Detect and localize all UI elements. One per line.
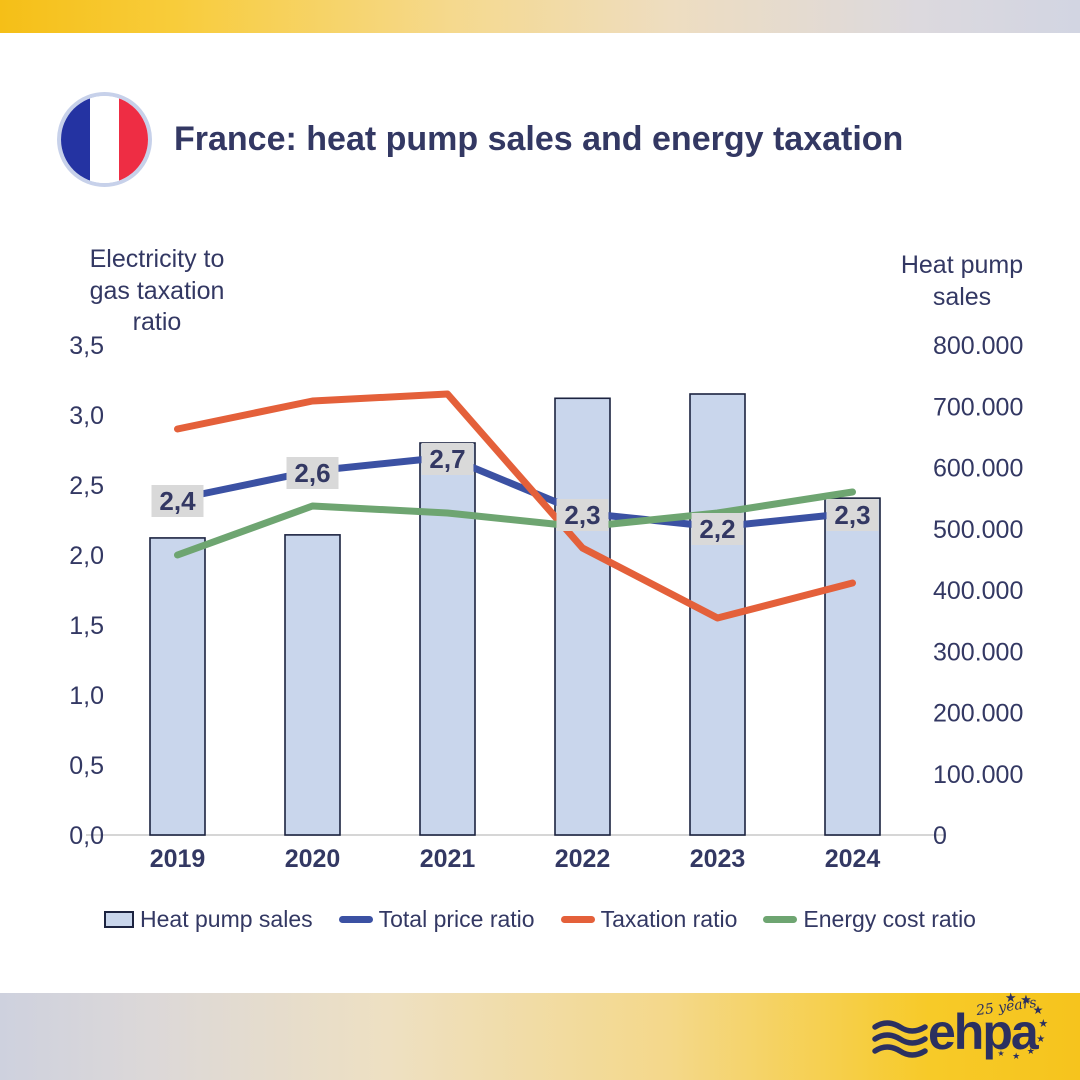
x-axis-label-2019: 2019 [150,845,206,873]
eu-star-icon: ★ [997,1049,1005,1059]
line-energy-cost-ratio [174,488,856,559]
right-axis-tick: 700.000 [933,393,1023,421]
legend-item-taxation-ratio: Taxation ratio [560,906,738,933]
legend-label: Taxation ratio [600,906,738,932]
line-taxation-ratio [174,390,856,622]
x-axis-label-2023: 2023 [690,845,746,873]
legend-item-energy-cost-ratio: Energy cost ratio [763,906,976,933]
data-label: 2,3 [564,500,600,530]
right-axis-tick: 100.000 [933,761,1023,789]
left-axis-title: Electricity to gas taxation ratio [89,245,225,336]
ehpa-logo: ehpa 25 years ★ ★ ★ ★ ★ ★ ★ ★ [872,991,1058,1077]
line-swatch-icon [763,916,798,923]
bar-2021 [419,442,476,836]
eu-star-icon: ★ [1012,1051,1021,1062]
waves-icon [872,1020,928,1058]
header: France: heat pump sales and energy taxat… [57,92,903,187]
eu-star-icon: ★ [1004,989,1017,1005]
data-label: 2,4 [159,486,196,516]
data-label: 2,7 [429,444,465,474]
data-label: 2,3 [834,500,870,530]
left-axis-tick: 3,5 [69,332,104,360]
eu-star-icon: ★ [1020,992,1032,1008]
data-label-bg [826,499,879,531]
page-title: France: heat pump sales and energy taxat… [174,120,904,158]
bar-swatch-icon [104,911,135,928]
right-axis-tick: 500.000 [933,516,1023,544]
left-axis-tick: 1,5 [69,612,104,640]
left-axis-tick: 2,0 [69,542,104,570]
bar-2019 [149,537,206,836]
right-axis-tick: 600.000 [933,455,1023,483]
data-label-bg [556,499,609,531]
left-axis-tick: 0,0 [69,822,104,850]
bottom-gradient-bar: ehpa 25 years ★ ★ ★ ★ ★ ★ ★ ★ [0,991,1080,1080]
eu-star-icon: ★ [1038,1017,1049,1030]
left-axis-tick: 2,5 [69,472,104,500]
legend-item-heat-pump-sales: Heat pump sales [104,906,313,933]
x-axis-label-2021: 2021 [420,845,476,873]
right-axis-tick: 0 [933,822,947,850]
line-swatch-icon [338,916,373,923]
data-label-bg [691,513,744,545]
left-axis-tick: 0,5 [69,752,104,780]
line-swatch-icon [560,916,595,923]
data-label: 2,6 [294,458,330,488]
x-axis-label-2020: 2020 [285,845,341,873]
eu-star-icon: ★ [1026,1046,1035,1057]
data-label-bg [421,443,474,475]
legend-label: Heat pump sales [140,906,313,932]
legend-label: Energy cost ratio [803,906,976,932]
x-axis-label-2024: 2024 [825,845,881,873]
top-gradient-bar [0,0,1080,33]
eu-star-icon: ★ [1032,1002,1044,1017]
data-label: 2,2 [699,514,735,544]
right-axis-tick: 400.000 [933,577,1023,605]
bar-2024 [824,497,881,836]
right-axis-title: Heat pump sales [900,251,1024,311]
left-axis-tick: 3,0 [69,402,104,430]
chart-legend: Heat pump sales Total price ratio Taxati… [0,906,1080,933]
flag-stripe-white [90,96,119,183]
right-axis-tick: 200.000 [933,700,1023,728]
legend-item-total-price-ratio: Total price ratio [338,906,535,933]
data-label-bg [151,485,204,517]
right-axis-tick: 300.000 [933,638,1023,666]
x-axis-label-2022: 2022 [555,845,611,873]
legend-label: Total price ratio [378,906,535,932]
right-axis-tick: 800.000 [933,332,1023,360]
bar-2022 [554,397,611,836]
eu-star-icon: ★ [1036,1033,1046,1045]
ehpa-wordmark: ehpa [928,1004,1039,1060]
data-label-bg [286,457,339,489]
left-axis-tick: 1,0 [69,682,104,710]
bar-2020 [284,534,341,836]
